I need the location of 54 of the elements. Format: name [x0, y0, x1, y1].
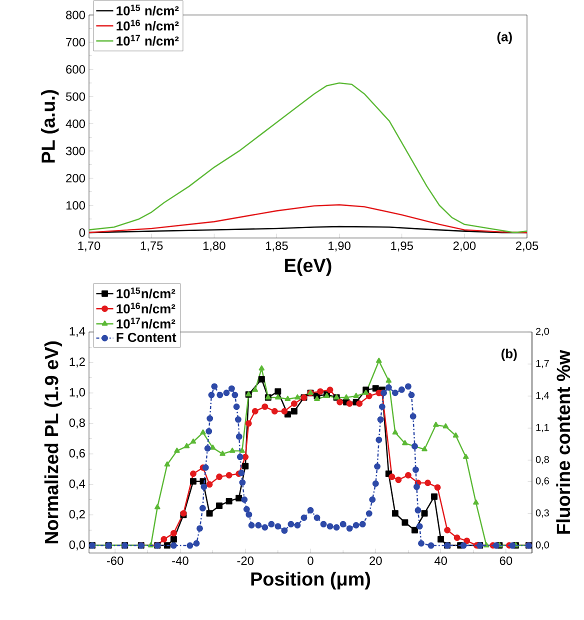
y2-tick-label: 0,8 — [536, 456, 549, 464]
y2-tick-label: 0,6 — [536, 477, 549, 486]
x-tick-label: -20 — [237, 556, 254, 565]
y2-tick-label: 0,0 — [536, 541, 549, 550]
y2-axis-title: Fluorine content %w — [556, 350, 570, 534]
y2-tick-label: 2,0 — [536, 328, 549, 336]
annotation: (a) — [497, 32, 512, 44]
x-tick-label: 1,80 — [203, 242, 226, 252]
y-tick-label: 600 — [66, 65, 86, 74]
legend-label: F Content — [116, 332, 176, 342]
annotation: (b) — [502, 348, 517, 361]
y-tick-label: 0 — [79, 228, 86, 237]
y-tick-label: 200 — [66, 174, 86, 182]
x-tick-label: 1,85 — [266, 242, 288, 252]
y-tick-label: 0,0 — [69, 540, 86, 550]
legend-label: 10$^{17}$ n/cm² — [116, 34, 179, 46]
y-axis-title: PL (a.u.) — [41, 90, 59, 163]
x-tick-label: 2,00 — [453, 242, 476, 252]
y-tick-label: 700 — [66, 38, 86, 46]
y-tick-label: 300 — [66, 146, 86, 156]
y-tick-label: 800 — [66, 10, 86, 20]
legend-label: 10$^{16}$n/cm² — [116, 302, 176, 314]
legend-label: 10$^{16}$ n/cm² — [116, 20, 179, 31]
legend-label: 10$^{15}$ n/cm² — [116, 4, 179, 16]
y2-tick-label: 1,7 — [536, 360, 549, 368]
x-axis-title: E(eV) — [285, 258, 332, 276]
x-tick-label: 20 — [370, 556, 382, 565]
y-tick-label: 0,6 — [69, 448, 85, 459]
y2-tick-label: 1,4 — [536, 392, 550, 400]
x-tick-label: 40 — [434, 556, 447, 565]
y2-tick-label: 0,3 — [536, 509, 549, 518]
y-tick-label: 1,4 — [70, 327, 86, 337]
y-tick-label: 100 — [66, 201, 86, 210]
x-tick-label: 2,05 — [516, 242, 538, 252]
y2-tick-label: 1,1 — [536, 424, 549, 432]
y-tick-label: 1,0 — [70, 388, 86, 398]
x-tick-label: 1,90 — [328, 242, 350, 252]
x-tick-label: 1,75 — [140, 242, 163, 252]
y-tick-label: 0,8 — [69, 418, 85, 428]
x-axis-title: Position (μm) — [251, 572, 370, 590]
legend-label: 10$^{17}$n/cm² — [116, 318, 176, 329]
y-tick-label: 400 — [66, 120, 86, 128]
y-tick-label: 1,2 — [70, 358, 85, 368]
x-tick-label: -40 — [172, 556, 188, 565]
y-tick-label: 0,2 — [69, 510, 85, 520]
legend-label: 10$^{15}$n/cm² — [116, 288, 176, 298]
y-tick-label: 500 — [66, 92, 86, 101]
x-tick-label: 1,70 — [78, 242, 100, 252]
x-tick-label: 1,95 — [391, 242, 413, 252]
x-tick-label: -60 — [106, 556, 124, 565]
x-tick-label: 60 — [500, 556, 512, 565]
y-axis-title: Normalized PL (1.9 eV) — [44, 341, 62, 544]
y-tick-label: 0,4 — [69, 479, 86, 490]
x-tick-label: 0 — [308, 556, 314, 565]
